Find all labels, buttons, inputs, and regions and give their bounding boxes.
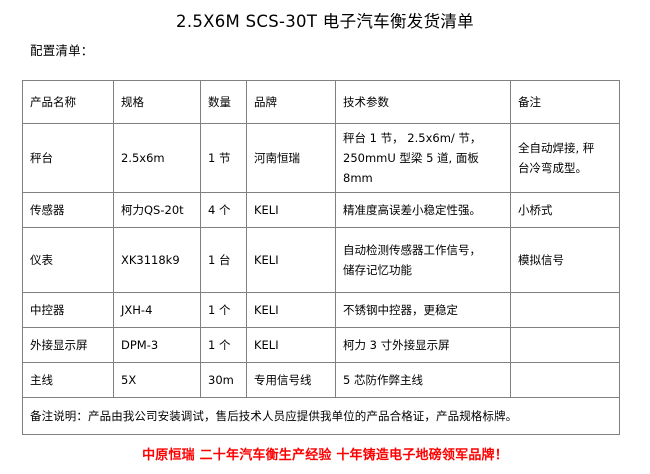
cell-product-name: 主线 [22,362,114,399]
cell-specification: 柯力QS-20t [113,192,201,229]
column-header-technical-parameters: 技术参数 [335,80,511,124]
cell-tech-line-1: 秤台 1 节， 2.5x6m/ 节， [343,131,482,145]
column-header-remark: 备注 [510,80,620,124]
cell-technical-parameters: 柯力 3 寸外接显示屏 [335,327,511,364]
cell-specification: 2.5x6m [113,122,201,194]
cell-remark [510,292,620,329]
company-slogan: 中原恒瑞 二十年汽车衡生产经验 十年铸造电子地磅领军品牌！ [142,448,508,463]
cell-remark [510,327,620,364]
cell-quantity: 1 节 [200,122,247,194]
cell-brand: 专用信号线 [246,362,336,399]
table-row: 中控器 JXH-4 1 个 KELI 不锈钢中控器，更稳定 [22,292,620,329]
cell-brand: 河南恒瑞 [246,122,336,194]
page-title: 2.5X6M SCS-30T 电子汽车衡发货清单 [176,12,474,31]
cell-remark-line-2: 台冷弯成型。 [518,161,587,176]
cell-tech-line-1: 自动检测传感器工作信号， [343,243,481,258]
cell-remark [510,362,620,399]
cell-brand: KELI [246,192,336,229]
cell-brand: KELI [246,292,336,329]
cell-product-name: 秤台 [22,122,114,194]
table-row: 秤台 2.5x6m 1 节 河南恒瑞 秤台 1 节， 2.5x6m/ 节， 25… [22,122,620,194]
column-header-quantity: 数量 [200,80,247,124]
cell-technical-parameters: 精准度高误差小稳定性强。 [335,192,511,229]
table-header-row: 产品名称 规格 数量 品牌 技术参数 备注 [22,80,620,124]
column-header-product-name: 产品名称 [22,80,114,124]
cell-quantity: 1 个 [200,327,247,364]
table-note-row: 备注说明：产品由我公司安装调试，售后技术人员应提供我单位的产品合格证，产品规格标… [22,397,620,436]
specification-table-container: 产品名称 规格 数量 品牌 技术参数 备注 秤台 2.5x6m 1 节 河南恒瑞… [22,80,620,436]
cell-product-name: 传感器 [22,192,114,229]
cell-remark: 小桥式 [510,192,620,229]
cell-quantity: 1 个 [200,292,247,329]
cell-remark-line-1: 全自动焊接, 秤 [518,141,595,156]
cell-quantity: 1 台 [200,227,247,294]
column-header-brand: 品牌 [246,80,336,124]
cell-specification: DPM-3 [113,327,201,364]
cell-tech-line-2: 250mmU 型梁 5 道, 面板 8mm [343,151,479,186]
cell-technical-parameters: 自动检测传感器工作信号， 储存记忆功能 [335,227,511,294]
cell-product-name: 中控器 [22,292,114,329]
cell-technical-parameters: 5 芯防作弊主线 [335,362,511,399]
table-row: 传感器 柯力QS-20t 4 个 KELI 精准度高误差小稳定性强。 小桥式 [22,192,620,229]
cell-specification: XK3118k9 [113,227,201,294]
cell-brand: KELI [246,327,336,364]
table-row: 主线 5X 30m 专用信号线 5 芯防作弊主线 [22,362,620,399]
cell-product-name: 外接显示屏 [22,327,114,364]
cell-product-name: 仪表 [22,227,114,294]
cell-technical-parameters: 不锈钢中控器，更稳定 [335,292,511,329]
column-header-specification: 规格 [113,80,201,124]
cell-remark: 模拟信号 [510,227,620,294]
specification-table: 产品名称 规格 数量 品牌 技术参数 备注 秤台 2.5x6m 1 节 河南恒瑞… [22,80,620,436]
cell-technical-parameters: 秤台 1 节， 2.5x6m/ 节， 250mmU 型梁 5 道, 面板 8mm [335,122,511,194]
cell-quantity: 4 个 [200,192,247,229]
configuration-list-label: 配置清单： [30,43,94,58]
table-row: 仪表 XK3118k9 1 台 KELI 自动检测传感器工作信号， 储存记忆功能… [22,227,620,294]
cell-brand: KELI [246,227,336,294]
cell-specification: 5X [113,362,201,399]
cell-specification: JXH-4 [113,292,201,329]
cell-note-statement: 备注说明：产品由我公司安装调试，售后技术人员应提供我单位的产品合格证，产品规格标… [22,397,620,436]
cell-tech-line-2: 储存记忆功能 [343,263,412,278]
cell-quantity: 30m [200,362,247,399]
cell-remark: 全自动焊接, 秤 台冷弯成型。 [510,122,620,194]
table-row: 外接显示屏 DPM-3 1 个 KELI 柯力 3 寸外接显示屏 [22,327,620,364]
